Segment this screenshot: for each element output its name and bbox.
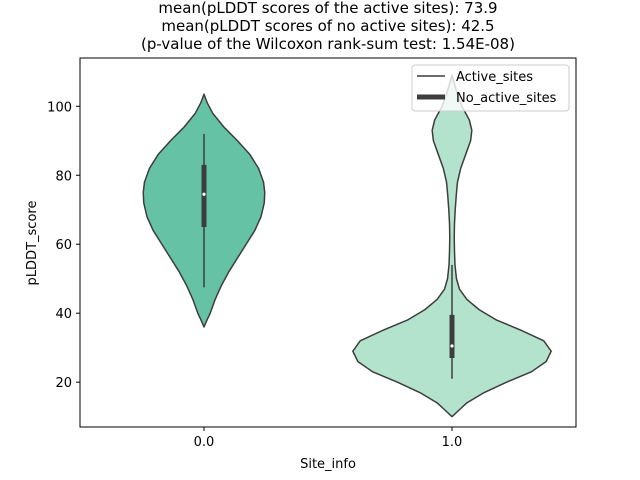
chart-title-line-3: (p-value of the Wilcoxon rank-sum test: … xyxy=(141,35,515,53)
x-tick-label: 1.0 xyxy=(442,435,463,450)
legend-label-active-sites: Active_sites xyxy=(456,70,533,85)
legend-label-no-active-sites: No_active_sites xyxy=(456,91,557,106)
plot-frame xyxy=(79,57,577,428)
y-tick-label: 80 xyxy=(55,169,72,184)
y-tick-label: 20 xyxy=(55,376,72,391)
legend-box xyxy=(411,64,570,112)
violin-median-0.0 xyxy=(202,192,206,196)
y-axis-label: pLDDT_score xyxy=(25,201,40,286)
y-tick-label: 40 xyxy=(55,307,72,322)
x-tick-label: 0.0 xyxy=(194,435,215,450)
y-tick-label: 100 xyxy=(47,100,72,115)
violins-layer xyxy=(142,74,552,418)
legend: Active_sites No_active_sites xyxy=(411,64,570,112)
x-axis-label: Site_info xyxy=(300,457,356,472)
violin-median-1.0 xyxy=(450,344,454,348)
x-axis-ticks: 0.0 1.0 xyxy=(194,427,463,450)
chart-title-line-1: mean(pLDDT scores of the active sites): … xyxy=(158,0,497,17)
y-axis-ticks: 20 40 60 80 100 xyxy=(47,100,80,391)
y-tick-label: 60 xyxy=(55,238,72,253)
chart-title-line-2: mean(pLDDT scores of no active sites): 4… xyxy=(161,17,494,35)
